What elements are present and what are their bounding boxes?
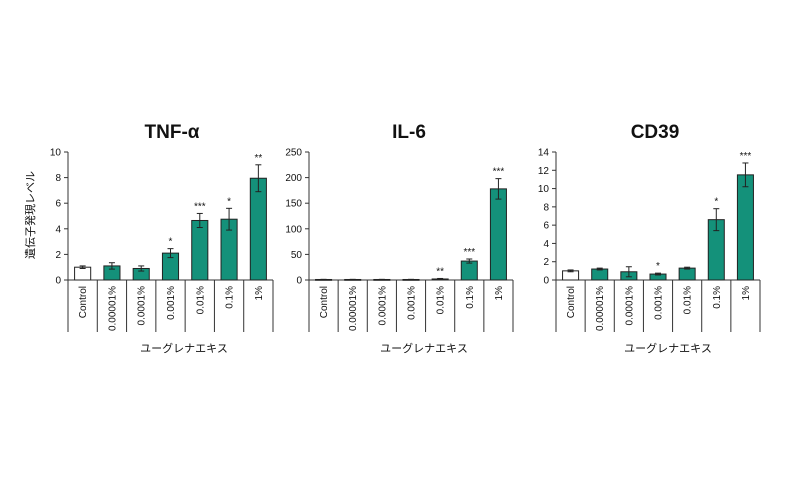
chart-tnf-alpha: TNF-α ユーグレナエキス 0 2 4 6 8 10 Control 0.00001% 0.0… bbox=[50, 122, 274, 355]
bar-control bbox=[74, 266, 92, 281]
y-tick-label: 50 bbox=[291, 250, 303, 261]
significance-marker: * bbox=[656, 261, 660, 272]
x-axis-label: ユーグレナエキス bbox=[380, 341, 468, 355]
category-label: 0.001% bbox=[166, 286, 177, 320]
x-axis-label: ユーグレナエキス bbox=[140, 341, 228, 355]
significance-marker: * bbox=[169, 237, 173, 248]
chart-cd39: CD39 ユーグレナエキス 0 2 4 6 8 10 12 14 Control 0.00001%… bbox=[538, 122, 761, 355]
y-tick-label: 10 bbox=[50, 148, 62, 159]
significance-marker: * bbox=[227, 196, 231, 207]
y-tick-label: 14 bbox=[538, 148, 550, 159]
chart-title: CD39 bbox=[631, 122, 680, 143]
y-tick-label: 4 bbox=[55, 224, 61, 235]
significance-marker: *** bbox=[463, 247, 475, 258]
category-label: 1% bbox=[741, 286, 752, 301]
category-label: 0.0001% bbox=[377, 286, 388, 326]
bar-treatment bbox=[460, 260, 478, 281]
y-tick-label: 10 bbox=[538, 184, 550, 195]
y-tick-label: 150 bbox=[285, 199, 302, 210]
y-tick-label: 2 bbox=[55, 250, 61, 261]
chart-il-6: IL-6 ユーグレナエキス 0 50 100 150 200 250 Control 0.00… bbox=[285, 122, 514, 355]
category-label: 0.01% bbox=[436, 286, 447, 314]
category-label: 0.0001% bbox=[137, 286, 148, 326]
bar-treatment bbox=[591, 268, 609, 281]
category-label: 1% bbox=[254, 286, 265, 301]
category-label: Control bbox=[78, 286, 89, 318]
category-label: 0.1% bbox=[225, 286, 236, 309]
category-label: 1% bbox=[494, 286, 505, 301]
category-label: Control bbox=[566, 286, 577, 318]
category-label: 0.00001% bbox=[348, 286, 359, 331]
y-tick-label: 8 bbox=[543, 202, 549, 213]
significance-marker: *** bbox=[740, 151, 752, 162]
y-tick-label: 0 bbox=[543, 276, 549, 287]
y-tick-label: 6 bbox=[55, 199, 61, 210]
bar-treatment bbox=[191, 219, 209, 281]
y-tick-label: 2 bbox=[543, 257, 549, 268]
significance-marker: *** bbox=[194, 201, 206, 212]
y-tick-label: 12 bbox=[538, 166, 550, 177]
category-label: 0.0001% bbox=[624, 286, 635, 326]
y-axis-label: 遺伝子発現レベル bbox=[23, 171, 37, 259]
category-label: 0.1% bbox=[465, 286, 476, 309]
category-label: 0.1% bbox=[712, 286, 723, 309]
category-label: 0.01% bbox=[683, 286, 694, 314]
bar-treatment bbox=[736, 174, 754, 281]
y-tick-label: 250 bbox=[285, 148, 302, 159]
significance-marker: ** bbox=[436, 266, 444, 277]
significance-marker: *** bbox=[493, 167, 505, 178]
chart-title: IL-6 bbox=[392, 122, 426, 143]
bar-treatment bbox=[678, 267, 696, 281]
y-tick-label: 100 bbox=[285, 224, 302, 235]
y-tick-label: 6 bbox=[543, 221, 549, 232]
category-label: 0.001% bbox=[407, 286, 418, 320]
significance-marker: * bbox=[714, 197, 718, 208]
category-label: 0.01% bbox=[195, 286, 206, 314]
y-tick-label: 0 bbox=[296, 276, 302, 287]
bar-treatment bbox=[249, 177, 267, 281]
y-tick-label: 200 bbox=[285, 173, 302, 184]
x-axis-label: ユーグレナエキス bbox=[624, 341, 712, 355]
bar-treatment bbox=[489, 188, 507, 281]
category-label: 0.00001% bbox=[595, 286, 606, 331]
y-tick-label: 8 bbox=[55, 173, 61, 184]
category-label: Control bbox=[319, 286, 330, 318]
significance-marker: ** bbox=[254, 153, 262, 164]
y-tick-label: 0 bbox=[55, 276, 61, 287]
chart-title: TNF-α bbox=[145, 122, 200, 143]
y-tick-label: 4 bbox=[543, 239, 549, 250]
category-label: 0.001% bbox=[654, 286, 665, 320]
category-label: 0.00001% bbox=[107, 286, 118, 331]
